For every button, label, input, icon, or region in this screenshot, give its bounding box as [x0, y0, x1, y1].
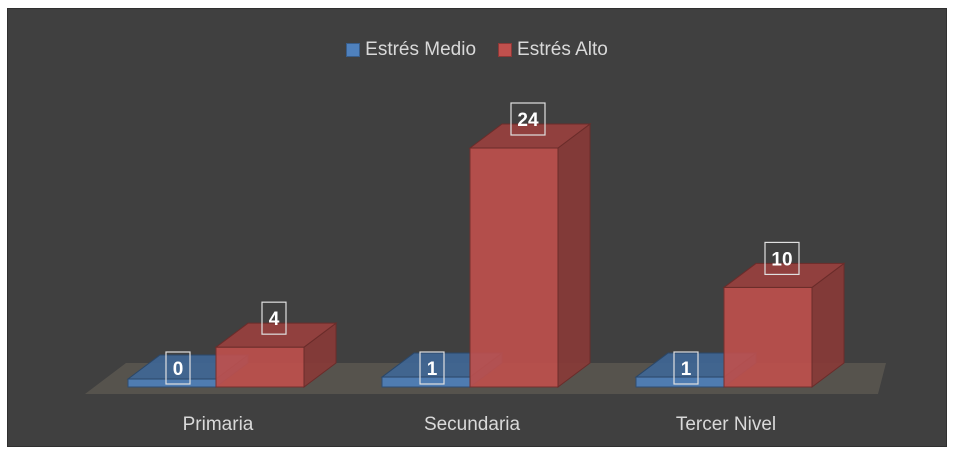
legend-item-estres-alto: Estrés Alto [498, 39, 608, 61]
bar-front-estres-alto-tercer-nivel [723, 286, 813, 388]
category-label-tercer-nivel: Tercer Nivel [676, 414, 776, 435]
data-label-box-estres-medio-tercer-nivel [673, 351, 699, 385]
data-label-estres-alto-tercer-nivel: 10 [771, 249, 792, 270]
legend-item-estres-medio: Estrés Medio [346, 39, 476, 61]
category-label-secundaria: Secundaria [424, 414, 521, 435]
legend-swatch-estres-medio [346, 43, 361, 57]
bar-front-estres-alto-primaria [215, 346, 305, 388]
chart-plot: 0 4 Primaria 1 24 Secundaria 1 10 Tercer Nivel [85, 102, 886, 435]
bar-front-estres-medio-primaria [127, 378, 217, 388]
chart-area: Estrés Medio Estrés Alto 0 4 Primaria 1 24 Se… [7, 8, 947, 447]
data-label-estres-alto-primaria: 4 [269, 309, 280, 330]
legend: Estrés Medio Estrés Alto [8, 39, 946, 61]
category-label-primaria: Primaria [183, 414, 254, 435]
data-label-box-estres-medio-secundaria [419, 351, 445, 385]
data-label-box-estres-alto-tercer-nivel [764, 241, 800, 276]
data-label-box-estres-medio-primaria [165, 351, 191, 385]
data-label-box-estres-alto-secundaria [510, 102, 546, 136]
legend-label-estres-alto: Estrés Alto [517, 39, 608, 60]
legend-swatch-estres-alto [498, 43, 513, 57]
data-label-box-estres-alto-primaria [261, 301, 287, 335]
bar-side-estres-alto-secundaria [557, 123, 591, 388]
legend-label-estres-medio: Estrés Medio [365, 39, 477, 60]
bar-top-estres-alto-secundaria [468, 123, 592, 149]
data-label-estres-medio-tercer-nivel: 1 [681, 359, 692, 380]
data-label-estres-alto-secundaria: 24 [517, 110, 539, 131]
data-label-estres-medio-secundaria: 1 [427, 359, 438, 380]
data-label-estres-medio-primaria: 0 [173, 359, 184, 380]
bar-top-estres-alto-primaria [214, 322, 338, 348]
bar-front-estres-alto-secundaria [469, 147, 559, 388]
bar-top-estres-alto-tercer-nivel [722, 262, 846, 288]
